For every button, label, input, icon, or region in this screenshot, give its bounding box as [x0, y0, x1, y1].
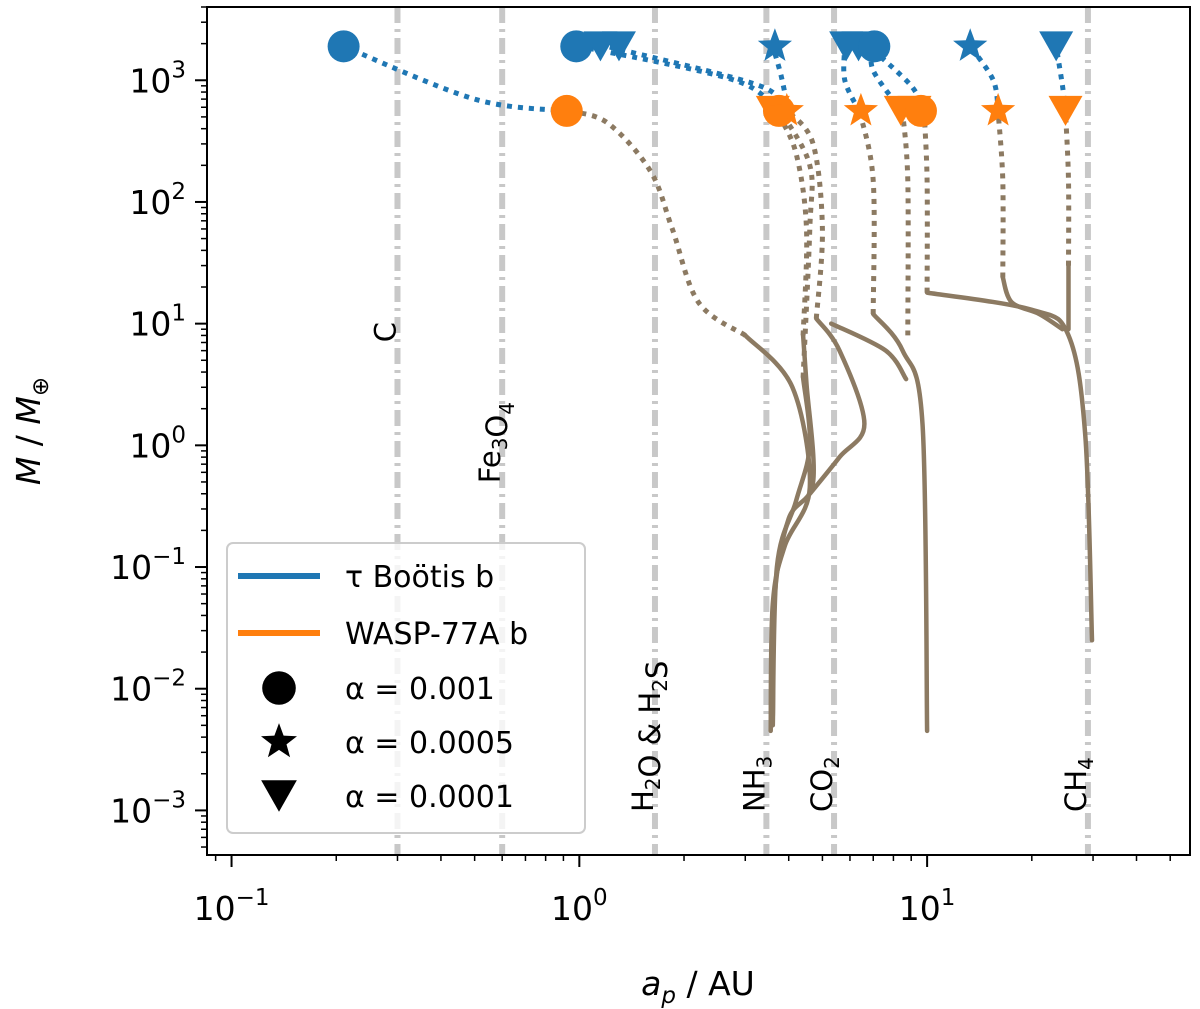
- x-axis-ticks: 10−1 100 101: [194, 855, 1171, 928]
- growth-tracks: [342, 43, 1095, 734]
- y-axis-ticks: 10−3 10−2 10−1 100 101 102 103: [110, 6, 207, 848]
- legend-box: [226, 542, 586, 834]
- legend-label: α = 0.0001: [345, 780, 514, 815]
- dotted-growth-track: [786, 110, 825, 319]
- dotted-growth-track: [1063, 111, 1072, 266]
- tau-bootis-marker: [601, 31, 636, 62]
- tau-bootis-marker: [953, 28, 988, 61]
- legend-marker-star: [261, 723, 297, 758]
- y-tick-label: 101: [129, 301, 186, 344]
- dotted-growth-track: [566, 108, 747, 338]
- ice-line-label: Fe3O4: [473, 402, 519, 483]
- wasp-77a-marker: [904, 94, 937, 127]
- tau-bootis-marker: [1039, 31, 1074, 62]
- legend-marker-circle: [262, 671, 296, 705]
- solid-growth-track: [770, 375, 813, 728]
- legend: τ Boötis b WASP-77A b α = 0.001 α = 0.0005 α…: [226, 542, 586, 834]
- ice-line-label: NH3: [737, 756, 776, 812]
- ice-line-labels: C Fe3O4 H2O & H2S NH3 CO2 CH4: [368, 322, 1097, 812]
- wasp-77a-marker: [769, 92, 804, 126]
- y-tick-label: 102: [129, 179, 186, 222]
- ice-line-label: C: [368, 322, 402, 342]
- y-tick-label: 10−3: [110, 787, 186, 830]
- legend-label: WASP-77A b: [345, 617, 528, 652]
- tau-bootis-track: [770, 45, 792, 113]
- y-tick-label: 100: [129, 422, 186, 465]
- ice-line-label: CO2: [805, 756, 844, 812]
- legend-label: τ Boötis b: [345, 560, 494, 595]
- dotted-growth-track: [921, 111, 930, 293]
- final-position-markers: [327, 28, 1083, 127]
- solid-growth-track: [828, 321, 909, 382]
- ice-line-label: H2O & H2S: [626, 661, 674, 812]
- legend-marker-triangle: [261, 780, 297, 812]
- tau-bootis-track: [841, 46, 862, 114]
- y-tick-label: 10−2: [110, 666, 186, 709]
- plot-frame: [206, 6, 1191, 856]
- y-tick-label: 10−1: [110, 544, 186, 587]
- dotted-growth-track: [900, 111, 911, 336]
- dotted-growth-track: [774, 110, 810, 336]
- tau-bootis-marker: [757, 28, 792, 61]
- tau-bootis-marker: [327, 30, 360, 63]
- legend-label: α = 0.001: [345, 672, 495, 707]
- tau-bootis-track: [578, 43, 779, 114]
- solid-growth-track: [870, 311, 930, 734]
- tau-bootis-track: [342, 43, 568, 114]
- tau-bootis-marker: [560, 30, 593, 63]
- y-axis-label: M / M⊕: [9, 377, 54, 485]
- dotted-growth-track: [857, 111, 877, 315]
- wasp-77a-marker: [981, 92, 1016, 126]
- wasp-77a-marker: [550, 94, 583, 127]
- x-tick-label: 101: [899, 885, 956, 928]
- solid-growth-track: [1000, 275, 1065, 332]
- ice-line-label: CH4: [1059, 757, 1098, 812]
- legend-label: α = 0.0005: [345, 726, 514, 761]
- x-tick-label: 100: [551, 885, 608, 928]
- x-axis-label: ap / AU: [641, 964, 755, 1009]
- solid-growth-track: [807, 316, 867, 497]
- dotted-growth-track: [995, 111, 1006, 278]
- solid-growth-track: [924, 290, 1095, 643]
- tau-bootis-marker: [858, 30, 891, 63]
- wasp-77a-marker: [1048, 95, 1083, 126]
- dotted-growth-track: [778, 110, 815, 378]
- x-tick-label: 10−1: [194, 885, 270, 928]
- solid-growth-track: [743, 333, 813, 734]
- y-tick-label: 103: [129, 57, 186, 100]
- wasp-77a-marker: [843, 92, 878, 126]
